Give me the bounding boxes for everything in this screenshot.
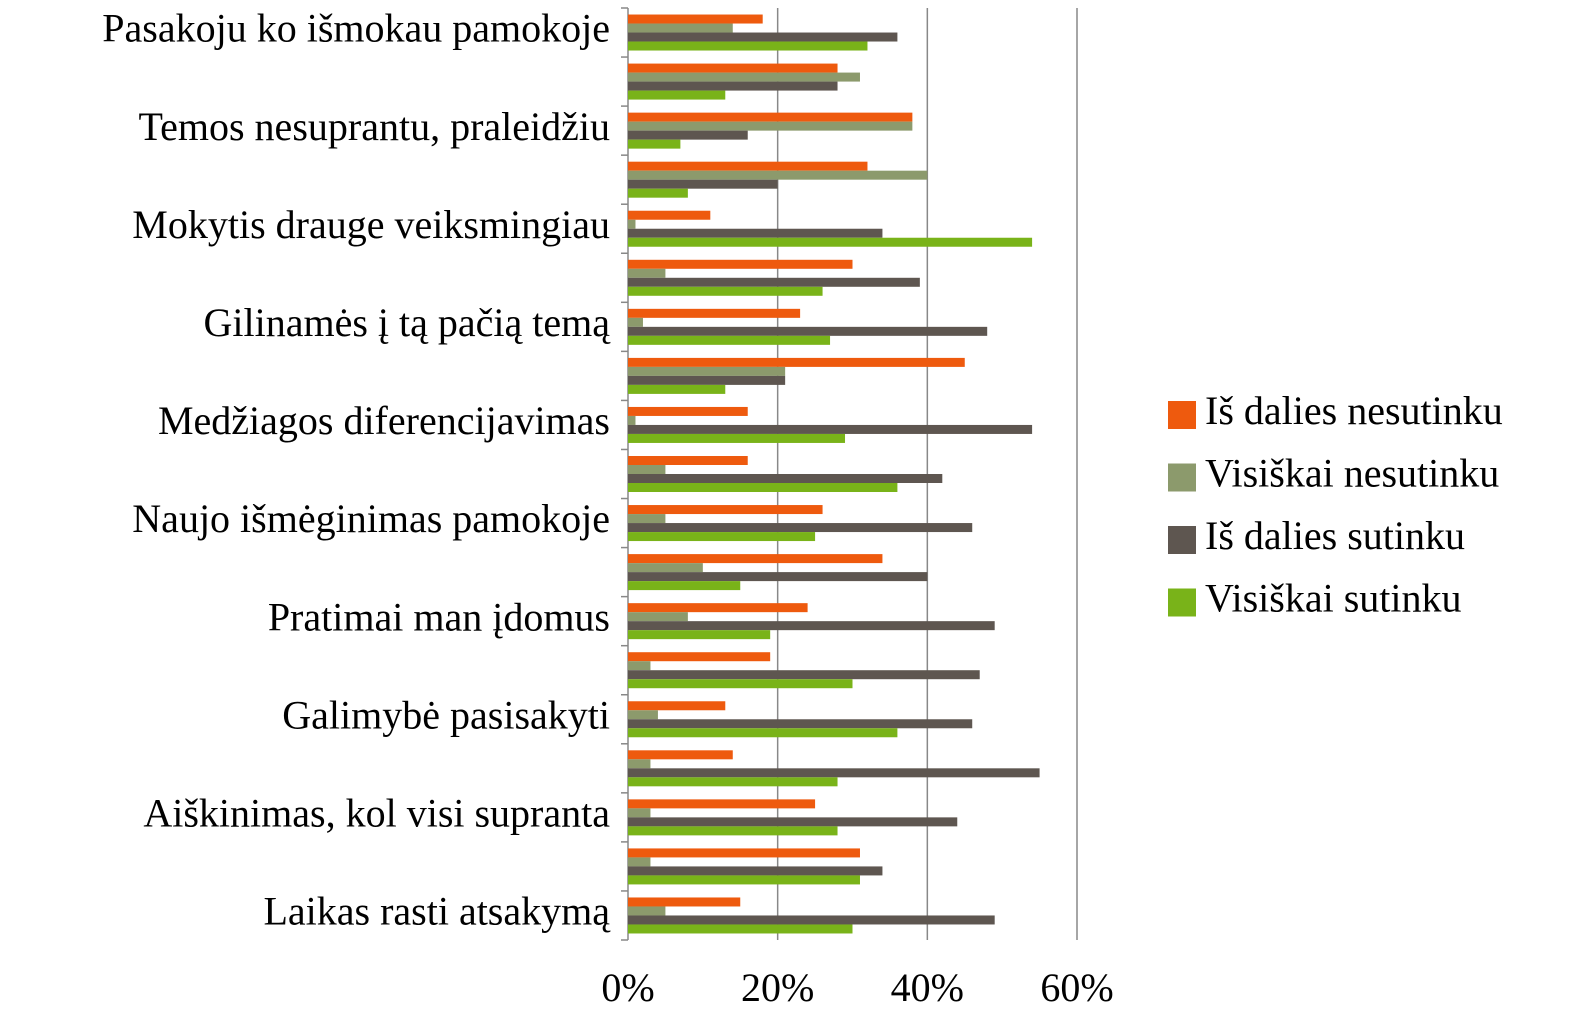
bar — [628, 875, 860, 885]
bar — [628, 701, 726, 711]
bar — [628, 375, 786, 385]
bar — [628, 621, 995, 631]
bar — [628, 581, 741, 591]
bar — [628, 14, 763, 24]
bar — [628, 848, 860, 858]
bar — [628, 268, 666, 278]
bar — [628, 161, 868, 171]
bar — [628, 90, 726, 100]
bar — [628, 210, 711, 220]
bar — [628, 219, 636, 229]
bar — [628, 130, 748, 140]
bar — [628, 652, 771, 662]
bar — [628, 456, 748, 465]
bar — [628, 424, 1033, 434]
legend-swatch — [1168, 526, 1196, 554]
legend-swatch — [1168, 588, 1196, 617]
bar — [628, 866, 883, 876]
legend-swatch — [1168, 463, 1196, 492]
legend-swatch — [1168, 401, 1196, 429]
bar — [628, 32, 898, 42]
y-tick-label: Pasakoju ko išmokau pamokoje — [102, 6, 610, 51]
bar — [628, 335, 831, 345]
bar — [628, 826, 838, 836]
bar — [628, 728, 898, 738]
bar — [628, 799, 816, 809]
legend-label: Iš dalies sutinku — [1205, 513, 1465, 558]
bar — [628, 630, 771, 640]
bar — [628, 81, 838, 91]
bar — [628, 433, 846, 443]
y-tick-label: Laikas rasti atsakymą — [263, 889, 611, 934]
bar — [628, 563, 703, 573]
bar — [628, 554, 883, 564]
bar — [628, 750, 733, 760]
legend-label: Iš dalies nesutinku — [1205, 388, 1503, 433]
bar — [628, 897, 741, 907]
bar — [628, 139, 681, 149]
bar — [628, 710, 658, 720]
bar — [628, 474, 943, 483]
bar — [628, 179, 778, 189]
x-tick-label: 40% — [891, 965, 964, 1010]
bar — [628, 603, 808, 613]
bar — [628, 384, 726, 394]
x-tick-label: 0% — [601, 965, 654, 1010]
bar — [628, 308, 801, 318]
bar — [628, 523, 973, 533]
bar — [628, 612, 688, 622]
bar — [628, 777, 838, 787]
bar — [628, 514, 666, 524]
bar — [628, 170, 928, 180]
bar — [628, 121, 913, 131]
bar — [628, 768, 1040, 778]
legend-label: Visiškai sutinku — [1205, 576, 1462, 621]
bar — [628, 406, 748, 416]
bar — [628, 483, 898, 492]
bar — [628, 505, 823, 515]
bar — [628, 759, 651, 769]
bar — [628, 857, 651, 867]
bar — [628, 808, 651, 818]
y-tick-label: Galimybė pasisakyti — [282, 692, 610, 737]
y-tick-label: Mokytis drauge veiksmingiau — [132, 202, 610, 247]
y-tick-label: Medžiagos diferencijavimas — [158, 398, 610, 443]
bar — [628, 661, 651, 671]
x-tick-label: 20% — [741, 965, 814, 1010]
bar — [628, 41, 868, 51]
bar — [628, 465, 666, 474]
bar — [628, 277, 920, 287]
y-tick-label: Naujo išmėginimas pamokoje — [132, 496, 610, 541]
bar — [628, 326, 988, 336]
bar — [628, 237, 1033, 247]
bar — [628, 719, 973, 729]
bar — [628, 259, 853, 269]
bar — [628, 63, 838, 73]
bar — [628, 357, 965, 367]
bar — [628, 317, 643, 327]
bar — [628, 23, 733, 33]
x-tick-label: 60% — [1040, 965, 1113, 1010]
y-tick-label: Pratimai man įdomus — [268, 594, 610, 639]
bar — [628, 72, 860, 82]
bar — [628, 670, 980, 680]
bar — [628, 366, 786, 376]
bar — [628, 286, 823, 296]
y-tick-label: Gilinamės į tą pačią temą — [203, 300, 611, 345]
legend-label: Visiškai nesutinku — [1205, 451, 1499, 496]
bar — [628, 924, 853, 934]
bar — [628, 415, 636, 425]
bar — [628, 188, 688, 198]
bar — [628, 532, 816, 542]
bar — [628, 817, 958, 827]
bar — [628, 915, 995, 925]
bar — [628, 572, 928, 582]
bar — [628, 906, 666, 916]
y-tick-label: Temos nesuprantu, praleidžiu — [138, 104, 610, 149]
bar — [628, 679, 853, 689]
bar — [628, 112, 913, 122]
bar — [628, 228, 883, 238]
y-tick-label: Aiškinimas, kol visi supranta — [143, 791, 610, 836]
